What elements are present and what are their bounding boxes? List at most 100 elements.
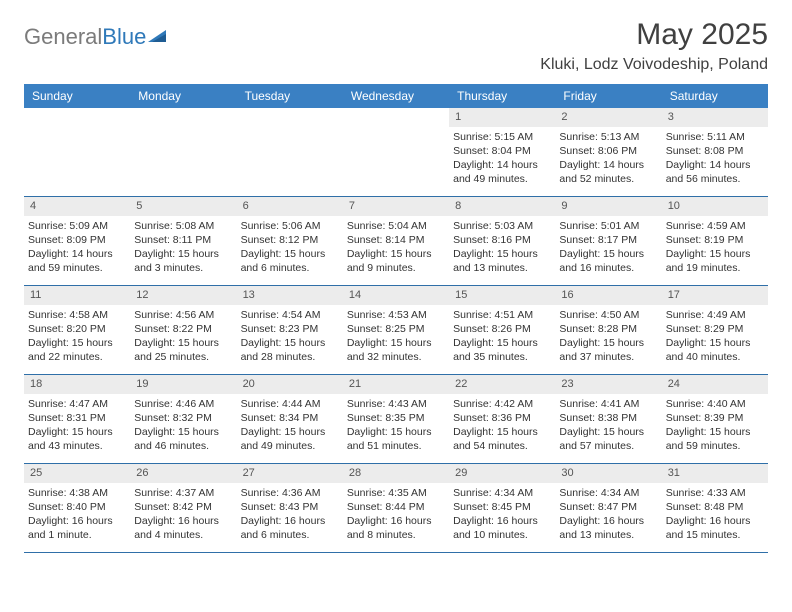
sunset-line: Sunset: 8:34 PM [241, 411, 339, 425]
day-number: 24 [662, 375, 768, 394]
sunrise-line: Sunrise: 4:51 AM [453, 308, 551, 322]
day-cell: 11Sunrise: 4:58 AMSunset: 8:20 PMDayligh… [24, 286, 130, 374]
week-row: 11Sunrise: 4:58 AMSunset: 8:20 PMDayligh… [24, 286, 768, 375]
sunset-line: Sunset: 8:42 PM [134, 500, 232, 514]
sunrise-line: Sunrise: 4:37 AM [134, 486, 232, 500]
day-cell: 26Sunrise: 4:37 AMSunset: 8:42 PMDayligh… [130, 464, 236, 552]
day-cell: 1 Sunrise: 5:15 AMSunset: 8:04 PMDaylight… [449, 108, 555, 196]
dow-cell: Sunday [24, 84, 130, 108]
sunset-line: Sunset: 8:45 PM [453, 500, 551, 514]
day-cell [24, 108, 130, 196]
calendar-page: GeneralBlue May 2025 Kluki, Lodz Voivode… [0, 0, 792, 553]
sunrise-line: Sunrise: 4:58 AM [28, 308, 126, 322]
day-cell: 21Sunrise: 4:43 AMSunset: 8:35 PMDayligh… [343, 375, 449, 463]
daylight-line: Daylight: 15 hours and 59 minutes. [666, 425, 764, 453]
daylight-line: Daylight: 15 hours and 16 minutes. [559, 247, 657, 275]
day-cell: 17Sunrise: 4:49 AMSunset: 8:29 PMDayligh… [662, 286, 768, 374]
day-cell: 2 Sunrise: 5:13 AMSunset: 8:06 PMDaylight… [555, 108, 661, 196]
sunrise-line: Sunrise: 5:15 AM [453, 130, 551, 144]
sunrise-line: Sunrise: 4:53 AM [347, 308, 445, 322]
sunset-line: Sunset: 8:11 PM [134, 233, 232, 247]
dow-cell: Monday [130, 84, 236, 108]
day-number: 8 [449, 197, 555, 216]
day-number: 11 [24, 286, 130, 305]
location-label: Kluki, Lodz Voivodeship, Poland [540, 56, 768, 74]
sunrise-line: Sunrise: 4:33 AM [666, 486, 764, 500]
daylight-line: Daylight: 15 hours and 49 minutes. [241, 425, 339, 453]
month-title: May 2025 [540, 18, 768, 52]
daylight-line: Daylight: 15 hours and 40 minutes. [666, 336, 764, 364]
sunrise-line: Sunrise: 4:43 AM [347, 397, 445, 411]
sunrise-line: Sunrise: 5:01 AM [559, 219, 657, 233]
brand-part2: Blue [102, 24, 146, 50]
day-number: 25 [24, 464, 130, 483]
daylight-line: Daylight: 16 hours and 15 minutes. [666, 514, 764, 542]
sunrise-line: Sunrise: 4:34 AM [559, 486, 657, 500]
day-number: 17 [662, 286, 768, 305]
sunset-line: Sunset: 8:23 PM [241, 322, 339, 336]
sunrise-line: Sunrise: 5:13 AM [559, 130, 657, 144]
sunset-line: Sunset: 8:44 PM [347, 500, 445, 514]
sunset-line: Sunset: 8:36 PM [453, 411, 551, 425]
day-cell: 27Sunrise: 4:36 AMSunset: 8:43 PMDayligh… [237, 464, 343, 552]
day-cell: 15Sunrise: 4:51 AMSunset: 8:26 PMDayligh… [449, 286, 555, 374]
sunset-line: Sunset: 8:06 PM [559, 144, 657, 158]
daylight-line: Daylight: 15 hours and 54 minutes. [453, 425, 551, 453]
day-cell: 3Sunrise: 5:11 AMSunset: 8:08 PMDaylight… [662, 108, 768, 196]
day-number: 12 [130, 286, 236, 305]
sunset-line: Sunset: 8:31 PM [28, 411, 126, 425]
daylight-line: Daylight: 14 hours and 49 minutes. [453, 158, 551, 186]
brand-logo: GeneralBlue [24, 24, 170, 50]
day-cell: 6Sunrise: 5:06 AMSunset: 8:12 PMDaylight… [237, 197, 343, 285]
daylight-line: Daylight: 16 hours and 13 minutes. [559, 514, 657, 542]
day-number: 28 [343, 464, 449, 483]
day-number: 16 [555, 286, 661, 305]
daylight-line: Daylight: 16 hours and 1 minute. [28, 514, 126, 542]
week-row: 18Sunrise: 4:47 AMSunset: 8:31 PMDayligh… [24, 375, 768, 464]
sunrise-line: Sunrise: 5:03 AM [453, 219, 551, 233]
day-cell: 5Sunrise: 5:08 AMSunset: 8:11 PMDaylight… [130, 197, 236, 285]
day-number: 23 [555, 375, 661, 394]
day-number: 31 [662, 464, 768, 483]
sunset-line: Sunset: 8:39 PM [666, 411, 764, 425]
daylight-line: Daylight: 15 hours and 57 minutes. [559, 425, 657, 453]
sunrise-line: Sunrise: 4:50 AM [559, 308, 657, 322]
dow-cell: Thursday [449, 84, 555, 108]
day-number: 29 [449, 464, 555, 483]
day-cell [237, 108, 343, 196]
day-cell: 31 Sunrise: 4:33 AMSunset: 8:48 PMDayligh… [662, 464, 768, 552]
sunrise-line: Sunrise: 4:36 AM [241, 486, 339, 500]
sunset-line: Sunset: 8:32 PM [134, 411, 232, 425]
week-row: 1Sunrise: 5:15 AMSunset: 8:04 PMDaylight… [24, 108, 768, 197]
dow-cell: Friday [555, 84, 661, 108]
day-cell [343, 108, 449, 196]
daylight-line: Daylight: 15 hours and 28 minutes. [241, 336, 339, 364]
calendar-grid: SundayMondayTuesdayWednesdayThursdayFrid… [24, 84, 768, 553]
sunset-line: Sunset: 8:43 PM [241, 500, 339, 514]
day-cell: 30Sunrise: 4:34 AMSunset: 8:47 PMDayligh… [555, 464, 661, 552]
daylight-line: Daylight: 14 hours and 52 minutes. [559, 158, 657, 186]
sunset-line: Sunset: 8:16 PM [453, 233, 551, 247]
sunset-line: Sunset: 8:40 PM [28, 500, 126, 514]
sunset-line: Sunset: 8:12 PM [241, 233, 339, 247]
day-number: 2 [555, 108, 661, 127]
sunset-line: Sunset: 8:09 PM [28, 233, 126, 247]
sunrise-line: Sunrise: 4:42 AM [453, 397, 551, 411]
sunset-line: Sunset: 8:48 PM [666, 500, 764, 514]
day-cell: 16Sunrise: 4:50 AMSunset: 8:28 PMDayligh… [555, 286, 661, 374]
sunset-line: Sunset: 8:19 PM [666, 233, 764, 247]
day-number: 9 [555, 197, 661, 216]
day-number: 1 [449, 108, 555, 127]
dow-cell: Tuesday [237, 84, 343, 108]
dow-header-row: SundayMondayTuesdayWednesdayThursdayFrid… [24, 84, 768, 108]
day-cell: 9Sunrise: 5:01 AMSunset: 8:17 PMDaylight… [555, 197, 661, 285]
daylight-line: Daylight: 15 hours and 25 minutes. [134, 336, 232, 364]
day-number: 14 [343, 286, 449, 305]
daylight-line: Daylight: 15 hours and 22 minutes. [28, 336, 126, 364]
sunrise-line: Sunrise: 4:40 AM [666, 397, 764, 411]
daylight-line: Daylight: 14 hours and 56 minutes. [666, 158, 764, 186]
daylight-line: Daylight: 14 hours and 59 minutes. [28, 247, 126, 275]
sunrise-line: Sunrise: 4:38 AM [28, 486, 126, 500]
sunrise-line: Sunrise: 4:44 AM [241, 397, 339, 411]
sunset-line: Sunset: 8:04 PM [453, 144, 551, 158]
